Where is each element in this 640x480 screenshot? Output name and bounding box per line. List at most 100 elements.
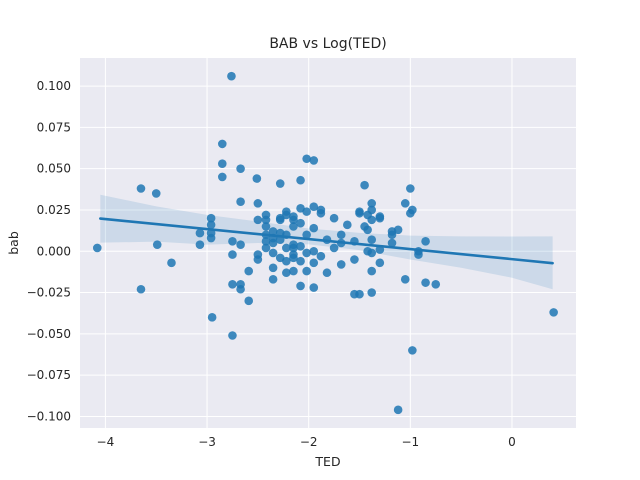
data-point bbox=[322, 268, 332, 278]
data-point bbox=[414, 250, 423, 259]
data-point bbox=[363, 225, 372, 235]
chart-title: BAB vs Log(TED) bbox=[269, 36, 386, 52]
data-point bbox=[92, 243, 102, 253]
data-point bbox=[421, 237, 430, 246]
data-point bbox=[375, 213, 385, 223]
data-point bbox=[309, 202, 319, 211]
y-tick-label: −0.075 bbox=[27, 368, 71, 382]
y-axis-label: bab bbox=[6, 231, 21, 255]
data-point bbox=[244, 266, 254, 276]
x-axis-label: TED bbox=[314, 454, 340, 469]
data-point bbox=[302, 248, 311, 258]
y-tick-label: −0.025 bbox=[27, 286, 71, 300]
x-tick-label: −1 bbox=[401, 435, 419, 449]
data-point bbox=[268, 275, 278, 284]
x-tick-label: −4 bbox=[97, 435, 115, 449]
data-point bbox=[268, 238, 278, 248]
data-point bbox=[289, 266, 298, 276]
tick-labels: −4 −3 −2 −1 0 −0.100 −0.075 −0.050 −0.025 0.000 0.… bbox=[27, 79, 516, 449]
data-point bbox=[355, 208, 364, 218]
data-point bbox=[253, 255, 263, 264]
y-tick-label: 0.000 bbox=[37, 244, 71, 258]
data-point bbox=[261, 237, 271, 246]
data-point bbox=[360, 180, 369, 190]
data-point bbox=[275, 215, 285, 225]
data-point bbox=[195, 228, 205, 238]
y-tick-label: 0.075 bbox=[37, 120, 71, 134]
x-tick-label: −2 bbox=[300, 435, 318, 449]
data-point bbox=[406, 184, 415, 193]
data-point bbox=[152, 240, 162, 249]
data-point bbox=[309, 258, 319, 268]
data-point bbox=[228, 250, 237, 259]
data-point bbox=[289, 215, 298, 225]
data-point bbox=[195, 240, 205, 249]
data-point bbox=[296, 175, 305, 185]
data-point bbox=[302, 230, 311, 240]
data-point bbox=[206, 220, 216, 230]
data-point bbox=[336, 230, 346, 240]
data-point bbox=[236, 197, 245, 207]
data-point bbox=[282, 210, 291, 220]
data-point bbox=[367, 288, 377, 297]
data-point bbox=[302, 154, 311, 164]
data-point bbox=[206, 213, 216, 223]
data-point bbox=[343, 220, 352, 230]
data-point bbox=[302, 207, 311, 216]
data-point bbox=[151, 189, 161, 198]
data-point bbox=[217, 172, 227, 182]
data-point bbox=[387, 238, 397, 248]
data-point bbox=[329, 243, 339, 253]
data-point bbox=[431, 279, 441, 289]
data-point bbox=[289, 243, 298, 253]
data-point bbox=[336, 260, 346, 269]
data-point bbox=[261, 222, 271, 231]
data-point bbox=[136, 184, 146, 193]
data-point bbox=[253, 199, 263, 208]
data-point bbox=[355, 289, 364, 299]
data-point bbox=[282, 268, 291, 278]
data-point bbox=[350, 255, 359, 264]
data-point bbox=[309, 283, 319, 292]
data-point bbox=[367, 248, 377, 258]
data-point bbox=[393, 405, 403, 415]
grid-lines bbox=[80, 58, 576, 428]
data-point bbox=[316, 251, 326, 261]
data-point bbox=[367, 235, 377, 244]
data-point bbox=[408, 205, 417, 215]
data-points bbox=[92, 71, 558, 415]
data-point bbox=[289, 222, 298, 231]
data-point bbox=[549, 308, 558, 317]
data-point bbox=[408, 346, 417, 355]
data-point bbox=[296, 281, 305, 291]
data-point bbox=[296, 256, 305, 266]
data-point bbox=[228, 279, 237, 289]
data-point bbox=[400, 275, 410, 284]
data-point bbox=[207, 313, 217, 322]
data-point bbox=[228, 237, 237, 246]
data-point bbox=[367, 215, 377, 225]
data-point bbox=[329, 213, 339, 223]
y-tick-label: 0.025 bbox=[37, 203, 71, 217]
regression-line-layer bbox=[99, 217, 554, 265]
data-point bbox=[268, 227, 278, 236]
data-point bbox=[136, 284, 146, 294]
data-point bbox=[367, 266, 377, 276]
y-tick-label: −0.100 bbox=[27, 409, 71, 423]
data-point bbox=[421, 278, 430, 287]
data-point bbox=[393, 225, 403, 235]
data-point bbox=[296, 242, 305, 251]
data-point bbox=[309, 223, 319, 233]
data-point bbox=[167, 258, 176, 268]
data-point bbox=[261, 243, 271, 253]
x-tick-label: 0 bbox=[508, 435, 516, 449]
y-tick-label: 0.100 bbox=[37, 79, 71, 93]
data-point bbox=[217, 159, 227, 169]
y-tick-label: −0.050 bbox=[27, 327, 71, 341]
data-point bbox=[282, 243, 291, 253]
data-point bbox=[309, 246, 319, 256]
data-point bbox=[206, 233, 216, 243]
data-point bbox=[252, 174, 262, 183]
data-point bbox=[282, 256, 291, 266]
data-point bbox=[236, 284, 245, 294]
